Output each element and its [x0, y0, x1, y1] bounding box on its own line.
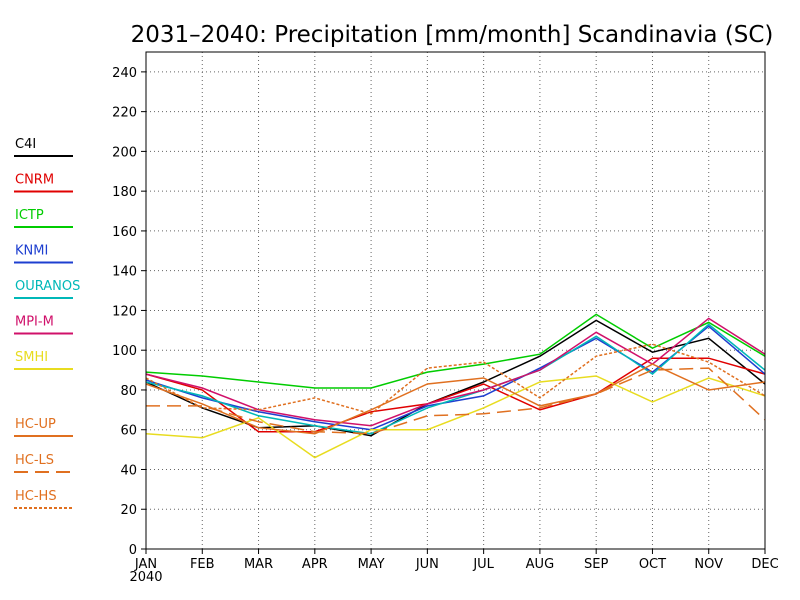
- legend-label-hc-up: HC-UP: [15, 417, 56, 432]
- legend-label-smhi: SMHI: [15, 350, 48, 365]
- x-axis: 2040 JAN FEB MAR APR MAY JUN JUL AUG SEP OCT NOV DE…: [129, 549, 779, 585]
- y-tick-label: 140: [112, 265, 137, 280]
- series-line-smhi: [145, 375, 766, 459]
- legend-label-c4i: C4I: [15, 137, 36, 152]
- legend-label-mpi-m: MPI-M: [15, 315, 54, 330]
- series-line-hc-up: [145, 363, 766, 435]
- y-tick-label: 160: [112, 225, 137, 240]
- y-tick-label: 100: [112, 344, 137, 359]
- x-tick-label: MAR: [244, 557, 273, 572]
- legend-label-cnrm: CNRM: [15, 173, 54, 188]
- legend-label-knmi: KNMI: [15, 244, 48, 259]
- y-tick-label: 180: [112, 185, 137, 200]
- x-tick-label: FEB: [190, 557, 215, 572]
- x-tick-label: JAN: [134, 557, 157, 572]
- grid-lines: [146, 52, 765, 549]
- plot-frame: [145, 51, 766, 550]
- y-tick-label: 40: [120, 463, 137, 478]
- legend-label-ictp: ICTP: [15, 208, 44, 223]
- x-tick-label: AUG: [526, 557, 554, 572]
- y-tick-label: 220: [112, 106, 137, 121]
- series-line-ouranos: [145, 323, 766, 435]
- x-year-label: 2040: [129, 570, 162, 585]
- legend-label-hc-ls: HC-LS: [15, 453, 54, 468]
- series-lines: [145, 313, 766, 459]
- series-line-hc-ls: [146, 367, 766, 435]
- x-tick-label: OCT: [639, 557, 666, 572]
- y-tick-label: 200: [112, 145, 137, 160]
- series-line-mpi-m: [145, 317, 766, 427]
- x-tick-label: SEP: [584, 557, 608, 572]
- legend-label-ouranos: OURANOS: [15, 279, 80, 294]
- x-tick-label: NOV: [694, 557, 723, 572]
- chart-title: 2031–2040: Precipitation [mm/month] Scan…: [131, 22, 774, 48]
- legend: C4I CNRM ICTP KNMI OURANOS MPI-M SMHI HC-UP HC-L…: [14, 137, 80, 509]
- series-line-cnrm: [145, 357, 766, 433]
- y-tick-label: 20: [120, 503, 137, 518]
- legend-label-hc-hs: HC-HS: [15, 489, 57, 504]
- series-line-ictp: [145, 313, 766, 389]
- y-tick-label: 80: [120, 384, 137, 399]
- x-tick-label: JUL: [472, 557, 494, 572]
- y-tick-label: 240: [112, 66, 137, 81]
- y-tick-label: 0: [129, 543, 137, 558]
- y-axis: 0 20 40 60 80 100 120 140 160 180 200 220 240: [112, 66, 146, 558]
- y-tick-label: 120: [112, 304, 137, 319]
- x-tick-label: DEC: [751, 557, 778, 572]
- x-tick-label: APR: [302, 557, 328, 572]
- x-tick-label: JUN: [415, 557, 439, 572]
- series-line-hc-hs: [145, 343, 766, 415]
- x-tick-label: MAY: [358, 557, 385, 572]
- y-tick-label: 60: [120, 424, 137, 439]
